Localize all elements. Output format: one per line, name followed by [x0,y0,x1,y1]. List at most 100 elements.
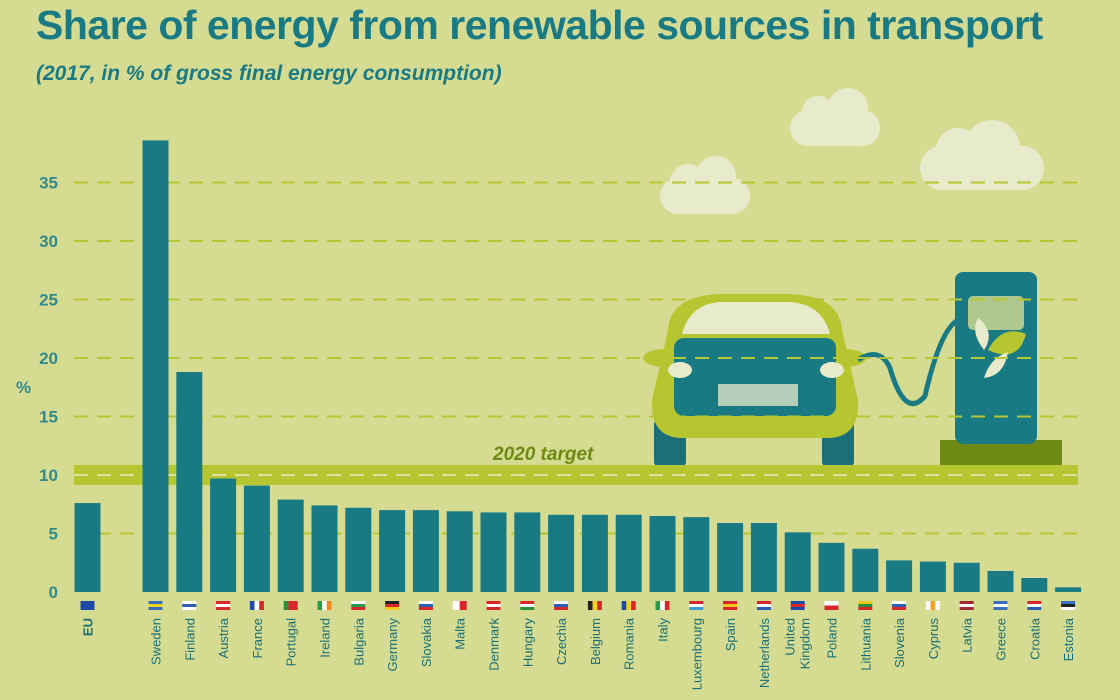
category-label: United [783,618,798,656]
cloud-icon [920,120,1044,190]
flag-icon [182,601,197,610]
category-label: Romania [622,617,637,670]
flag-icon [1027,601,1042,610]
flag-icon [993,601,1008,610]
illustration [643,88,1062,468]
bar [446,511,473,592]
flag-icon [925,601,940,610]
flag-icon [148,601,163,610]
flag-icon [655,601,670,610]
category-label: Malta [453,617,468,650]
bar [919,561,946,592]
y-tick-label: 30 [39,232,58,251]
category-label: Kingdom [798,618,813,669]
flag-icon [283,601,298,610]
flag-icon [858,601,873,610]
y-tick-label: 15 [39,408,58,427]
category-label: Denmark [487,618,502,671]
y-tick-label: 20 [39,349,58,368]
cloud-icon [790,88,880,146]
category-label: Bulgaria [351,617,366,665]
bar [649,515,676,592]
bar [1021,577,1048,592]
flag-icon [959,601,974,610]
flag-icon [621,601,636,610]
flag-icon [418,601,433,610]
category-label: Luxembourg [689,618,704,690]
category-label: France [250,618,265,658]
flag-icon [486,601,501,610]
category-label: Latvia [960,617,975,652]
category-label: Cyprus [926,618,941,660]
bars [74,140,1082,592]
y-tick-label: 10 [39,466,58,485]
category-label: Greece [994,618,1009,661]
charging-station-icon [940,272,1062,468]
flag-icon [554,601,569,610]
bar [784,532,811,592]
bar [683,517,710,592]
bar [548,514,575,592]
bar [852,548,879,592]
category-label: Czechia [554,617,569,665]
car-icon [643,294,866,466]
bar [345,507,372,592]
bar [379,510,406,592]
bar [953,562,980,592]
target-label: 2020 target [492,444,594,465]
flag-icon [385,601,400,610]
flag-icon [452,601,467,610]
chart-subtitle: (2017, in % of gross final energy consum… [36,62,502,85]
bar [210,478,237,592]
category-label: Spain [723,618,738,651]
category-labels: EU Sweden Finland Austria France Portugal Irel… [81,617,1077,690]
flag-icon [1061,601,1076,610]
bar [1055,587,1082,592]
bar [717,522,744,592]
y-tick-label: 35 [39,174,58,193]
bar [243,485,270,592]
flag-icon [723,601,738,610]
flag-icon [892,601,907,610]
country-flags [80,601,1076,610]
y-axis-ticks: 0 5 10 15 20 25 30 35 [39,174,58,603]
flag-icon [249,601,264,610]
category-label: EU [81,618,96,636]
flag-icon [587,601,602,610]
y-tick-label: 0 [49,583,58,602]
flag-icon [520,601,535,610]
cloud-icon [660,156,750,214]
flag-icon [351,601,366,610]
bar [750,522,777,592]
y-axis-label: % [16,378,31,397]
category-label: Austria [216,617,231,658]
category-label: Finland [182,618,197,661]
category-label: Lithuania [858,617,873,671]
flag-icon [824,601,839,610]
bar [886,560,913,592]
category-label: Estonia [1061,617,1076,661]
flag-icon [80,601,95,610]
chart-title: Share of energy from renewable sources i… [36,2,1043,48]
category-label: Belgium [588,618,603,665]
category-label: Portugal [284,618,299,667]
category-label: Slovenia [892,617,907,668]
bar [615,514,642,592]
category-label: Netherlands [757,618,772,689]
target-band: 2020 target [74,444,1078,485]
bar [581,514,608,592]
category-label: Hungary [520,618,535,668]
flag-icon [756,601,771,610]
flag-icon [216,601,231,610]
category-label: Germany [385,618,400,672]
y-tick-label: 5 [49,525,58,544]
category-label: Sweden [149,618,164,665]
bar [74,503,101,592]
bar [412,510,439,592]
bar [277,499,304,592]
category-label: Slovakia [419,617,434,667]
bar [176,372,203,592]
category-label: Croatia [1027,617,1042,660]
category-label: Ireland [318,618,333,658]
y-tick-label: 25 [39,291,58,310]
